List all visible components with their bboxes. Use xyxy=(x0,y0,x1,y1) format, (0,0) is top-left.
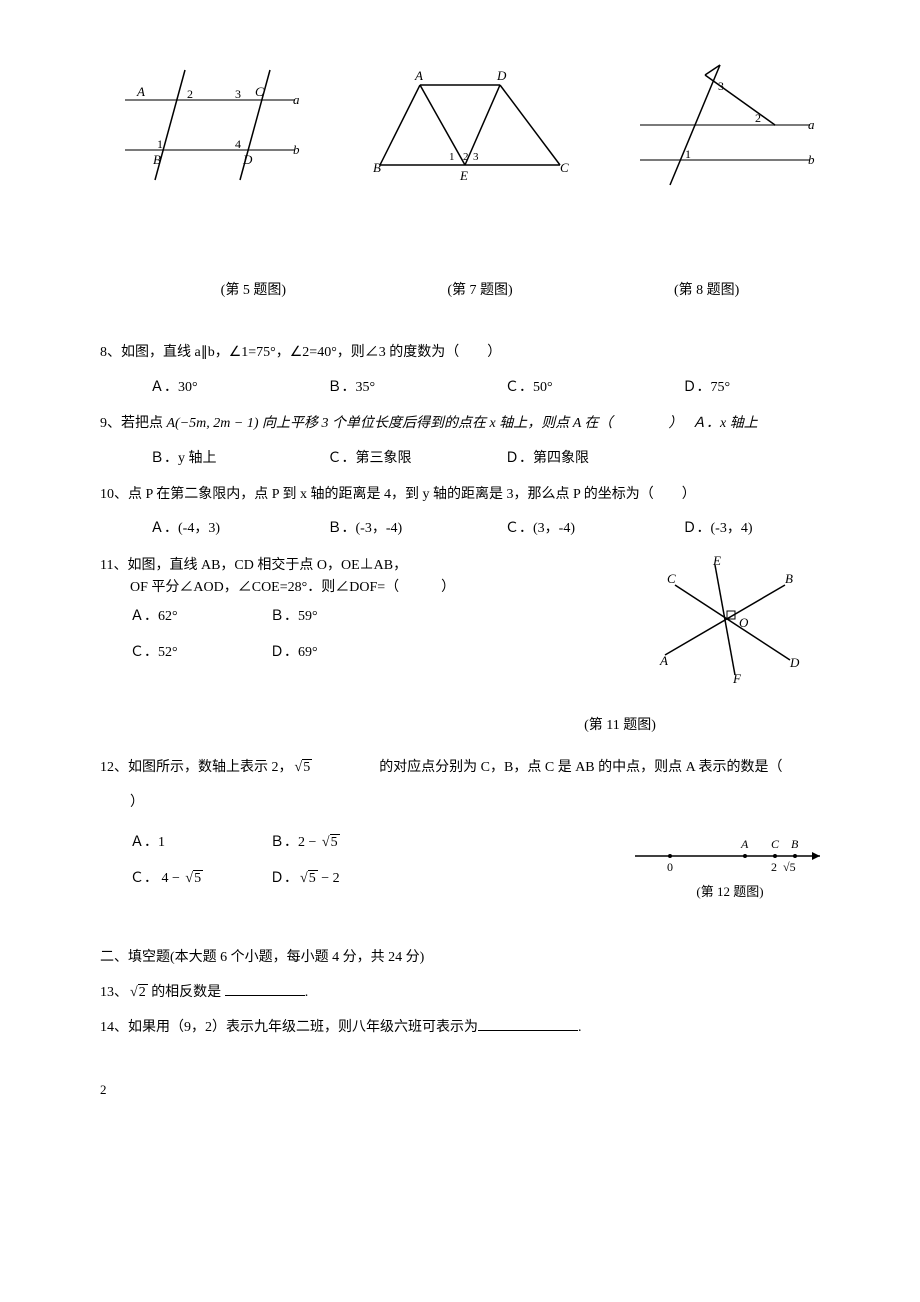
page-number: 2 xyxy=(100,1080,840,1101)
svg-text:1: 1 xyxy=(449,151,455,163)
q11-line2: OF 平分∠AOD，∠COE=28°．则∠DOF=（ ） xyxy=(100,577,590,599)
question-14: 14、如果用（9，2）表示九年级二班，则八年级六班可表示为. xyxy=(100,1016,840,1039)
svg-text:E: E xyxy=(712,555,721,568)
q8-text: 8、如图，直线 a∥b，∠1=75°，∠2=40°，则∠3 的度数为（ ） xyxy=(100,345,501,360)
question-10: 10、点 P 在第二象限内，点 P 到 x 轴的距离是 4，到 y 轴的距离是 … xyxy=(100,484,840,506)
q10-opt-a: Ａ．(-4，3) xyxy=(150,518,308,540)
svg-text:2: 2 xyxy=(187,87,193,101)
figure-7: A D B C E 1 2 3 xyxy=(360,60,580,190)
q10-text: 10、点 P 在第二象限内，点 P 到 x 轴的距离是 4，到 y 轴的距离是 … xyxy=(100,487,696,502)
q10-opt-d: Ｄ．(-3，4) xyxy=(683,518,841,540)
q12-opt-a: Ａ．1 xyxy=(130,832,250,854)
svg-text:b: b xyxy=(293,142,300,157)
svg-text:1: 1 xyxy=(157,137,163,151)
svg-text:A: A xyxy=(740,837,749,851)
q9-opt-c: Ｃ．第三象限 xyxy=(328,448,486,470)
q9-opt-d: Ｄ．第四象限 xyxy=(505,448,663,470)
svg-text:1: 1 xyxy=(685,147,691,161)
question-9: 9、若把点 A(−5m, 2m − 1) 向上平移 3 个单位长度后得到的点在 … xyxy=(100,413,840,435)
q11-caption: (第 11 题图) xyxy=(100,715,840,737)
svg-text:a: a xyxy=(293,92,300,107)
svg-text:0: 0 xyxy=(667,860,673,874)
q12-opt-c: Ｃ． 4 − 5 xyxy=(130,868,250,890)
figure-12: 0 A C B 2 √5 xyxy=(625,826,835,876)
svg-text:3: 3 xyxy=(473,151,479,163)
q9-options: Ｂ．y 轴上 Ｃ．第三象限 Ｄ．第四象限 xyxy=(100,448,840,470)
q12-options-fig: Ａ．1 Ｂ．2 − 5 Ｃ． 4 − 5 Ｄ．5 − 2 0 A C B 2 √… xyxy=(100,826,840,905)
q9-opt-b: Ｂ．y 轴上 xyxy=(150,448,308,470)
svg-text:2: 2 xyxy=(771,860,777,874)
q9-post: 向上平移 3 个单位长度后得到的点在 x 轴上，则点 A 在（ ） xyxy=(259,416,683,431)
q8-opt-b: Ｂ．35° xyxy=(328,377,486,399)
svg-text:A: A xyxy=(414,68,423,83)
figure-8: a b 3 2 1 xyxy=(620,60,840,190)
q12-opt-d: Ｄ．5 − 2 xyxy=(270,868,390,890)
q12-opt-b: Ｂ．2 − 5 xyxy=(270,832,390,854)
svg-text:2: 2 xyxy=(463,151,469,163)
svg-text:4: 4 xyxy=(235,137,241,151)
caption-7: (第 7 题图) xyxy=(447,280,512,302)
q11-opt-d: Ｄ．69° xyxy=(270,642,390,664)
q12-caption: (第 12 题图) xyxy=(620,882,840,903)
figure-5: A C B D a b 2 3 1 4 xyxy=(100,60,320,190)
blank-14 xyxy=(478,1016,578,1031)
q9-opt-a: Ａ．x 轴上 xyxy=(692,416,758,431)
label-C: C xyxy=(255,84,264,99)
svg-text:C: C xyxy=(667,571,676,586)
q11-opt-a: Ａ．62° xyxy=(130,606,250,628)
sqrt5-a: 5 xyxy=(293,757,313,779)
q11-options-row1: Ａ．62° Ｂ．59° xyxy=(100,606,590,628)
q8-opt-d: Ｄ．75° xyxy=(683,377,841,399)
q9-point: A(−5m, 2m − 1) xyxy=(167,416,259,431)
sqrt2: 2 xyxy=(128,982,148,1004)
q11-opt-c: Ｃ．52° xyxy=(130,642,250,664)
q11-options-row2: Ｃ．52° Ｄ．69° xyxy=(100,642,590,664)
blank-13 xyxy=(225,981,305,996)
question-8: 8、如图，直线 a∥b，∠1=75°，∠2=40°，则∠3 的度数为（ ） xyxy=(100,342,840,364)
figures-row: A C B D a b 2 3 1 4 A D B C E 1 2 3 xyxy=(100,60,840,190)
svg-text:D: D xyxy=(789,655,800,670)
q8-opt-c: Ｃ．50° xyxy=(505,377,663,399)
q10-opt-b: Ｂ．(-3，-4) xyxy=(328,518,486,540)
svg-text:√5: √5 xyxy=(783,860,796,874)
svg-text:B: B xyxy=(785,571,793,586)
q8-opt-a: Ａ．30° xyxy=(150,377,308,399)
svg-text:3: 3 xyxy=(718,79,724,93)
q11-opt-b: Ｂ．59° xyxy=(270,606,390,628)
captions-row: (第 5 题图) (第 7 题图) (第 8 题图) xyxy=(100,280,840,302)
svg-text:a: a xyxy=(808,117,815,132)
svg-text:A: A xyxy=(659,653,668,668)
q12-pre: 12、如图所示，数轴上表示 2， xyxy=(100,760,293,775)
svg-text:B: B xyxy=(791,837,799,851)
q9-pre: 9、若把点 xyxy=(100,416,167,431)
svg-text:C: C xyxy=(771,837,780,851)
svg-text:3: 3 xyxy=(235,87,241,101)
svg-text:D: D xyxy=(496,68,507,83)
svg-text:C: C xyxy=(560,160,569,175)
svg-text:b: b xyxy=(808,152,815,167)
question-11: 11、如图，直线 AB，CD 相交于点 O，OE⊥AB， OF 平分∠AOD，∠… xyxy=(100,555,840,685)
q12-close: ） xyxy=(100,792,840,814)
svg-text:B: B xyxy=(373,160,381,175)
svg-text:2: 2 xyxy=(755,111,761,125)
caption-8: (第 8 题图) xyxy=(674,280,739,302)
q12-mid: 的对应点分别为 C，B，点 C 是 AB 的中点，则点 A 表示的数是（ xyxy=(379,760,782,775)
question-12: 12、如图所示，数轴上表示 2，5 的对应点分别为 C，B，点 C 是 AB 的… xyxy=(100,757,840,779)
label-B: B xyxy=(153,152,161,167)
q10-opt-c: Ｃ．(3，-4) xyxy=(505,518,663,540)
svg-text:O: O xyxy=(739,615,749,630)
q8-options: Ａ．30° Ｂ．35° Ｃ．50° Ｄ．75° xyxy=(100,377,840,399)
caption-5: (第 5 题图) xyxy=(221,280,286,302)
label-D: D xyxy=(242,152,253,167)
svg-text:F: F xyxy=(732,671,742,685)
q11-line1: 11、如图，直线 AB，CD 相交于点 O，OE⊥AB， xyxy=(100,555,590,577)
q10-options: Ａ．(-4，3) Ｂ．(-3，-4) Ｃ．(3，-4) Ｄ．(-3，4) xyxy=(100,518,840,540)
section-2-header: 二、填空题(本大题 6 个小题，每小题 4 分，共 24 分) xyxy=(100,947,840,969)
svg-text:E: E xyxy=(459,168,468,183)
label-A: A xyxy=(136,84,145,99)
figure-11: A B C D E F O xyxy=(635,555,825,685)
question-13: 13、2 的相反数是 . xyxy=(100,981,840,1004)
